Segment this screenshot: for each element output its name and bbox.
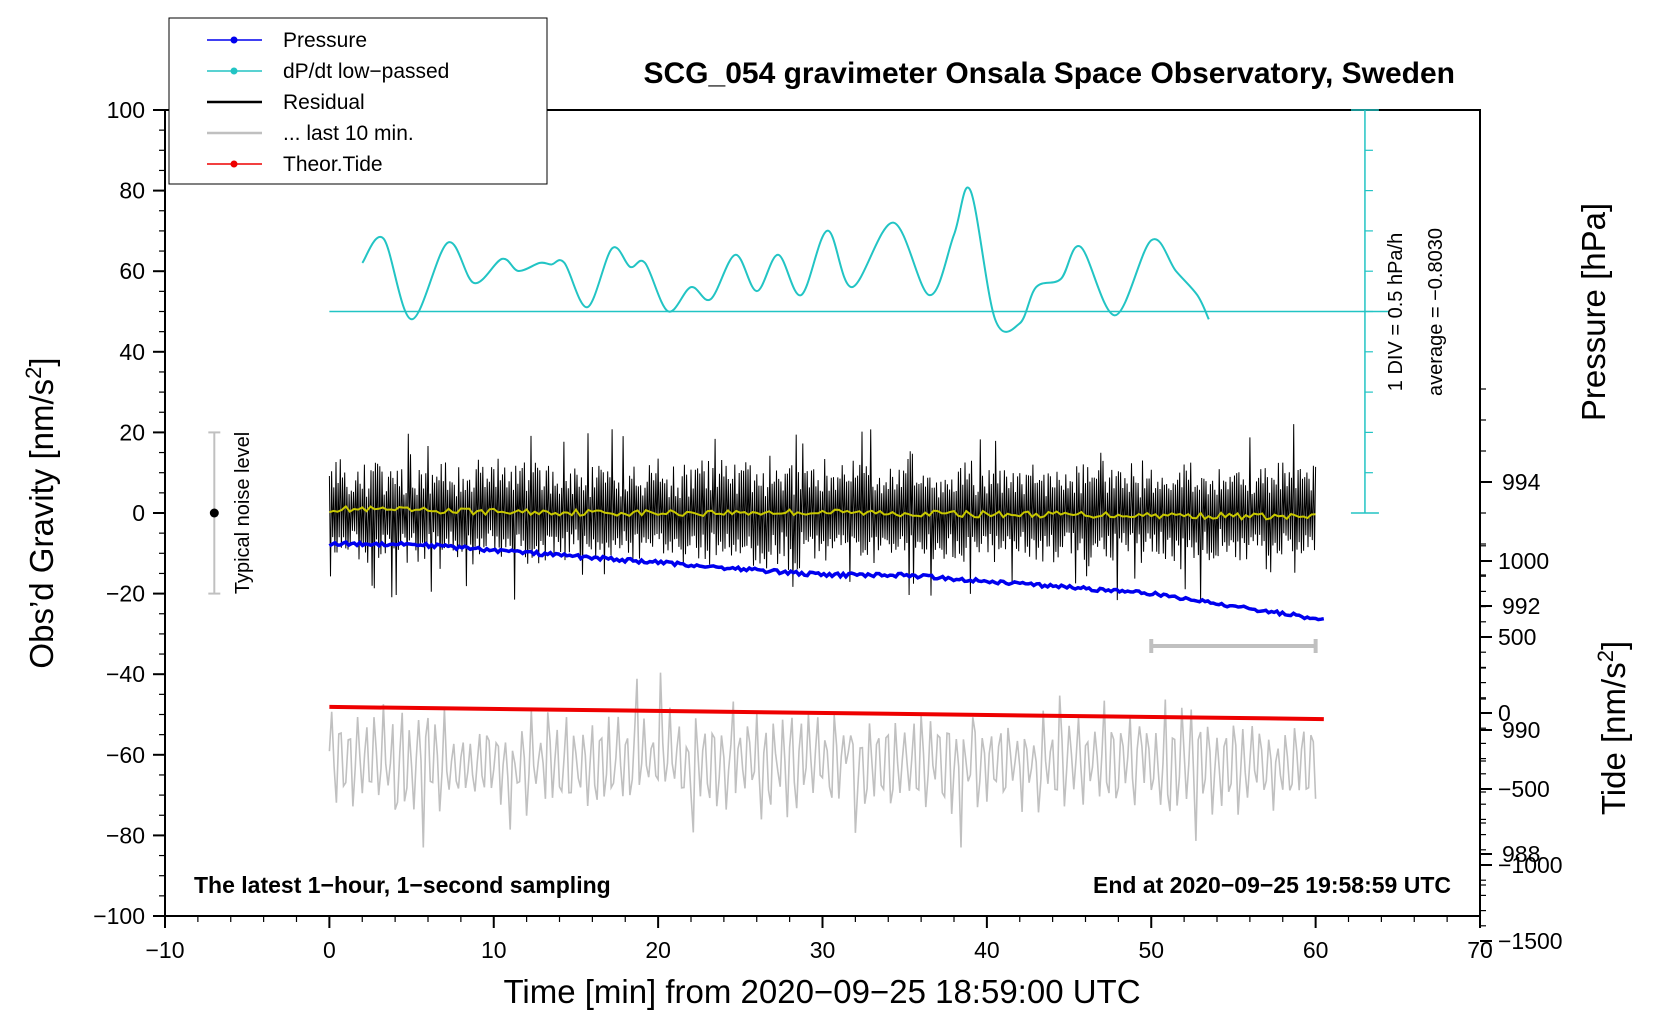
- y-axis-left-label-sup: 2: [21, 367, 46, 379]
- legend-marker-1: [230, 67, 238, 75]
- legend-label-3: ... last 10 min.: [283, 122, 414, 145]
- x-tick-label-7: 60: [1303, 937, 1329, 963]
- y-axis-left-label: Obs’d Gravity [nm/s2]: [21, 357, 60, 668]
- svg-text:Obs’d Gravity [nm/s2]: Obs’d Gravity [nm/s2]: [21, 357, 60, 668]
- y-axis-pressure-label: Pressure [hPa]: [1575, 203, 1612, 421]
- last-10-min-series-line: [328, 672, 1317, 848]
- y-tick-label-7: −40: [106, 661, 145, 687]
- legend-label-0: Pressure: [283, 29, 367, 52]
- tide-tick-label-1: 500: [1498, 624, 1536, 650]
- tide-tick-label-4: −1000: [1498, 852, 1563, 878]
- tide-tick-label-2: 0: [1498, 700, 1511, 726]
- y-axis-tide-label: Tide [nm/s2]: [1593, 641, 1632, 815]
- noise-level-bar: [208, 431, 221, 595]
- x-tick-label-4: 30: [810, 937, 836, 963]
- noise-level-text: Typical noise level: [232, 432, 254, 594]
- y-axis-tide: 1000 500 0 −500 −1000 −1500: [1480, 545, 1563, 954]
- legend-marker-0: [230, 36, 238, 44]
- tide-tick-label-3: −500: [1498, 776, 1550, 802]
- pressure-tick-label-0: 988: [1502, 841, 1540, 867]
- footer-right-note: End at 2020−09−25 19:58:59 UTC: [1093, 872, 1451, 898]
- y-axis-pressure: 988 990 992 994: [1480, 388, 1541, 886]
- tide-tick-label-0: 1000: [1498, 548, 1549, 574]
- dpdt-series-line: [361, 186, 1210, 333]
- x-tick-label-3: 20: [645, 937, 671, 963]
- legend: Pressure dP/dt low−passed Residual ... last…: [168, 17, 548, 185]
- x-tick-label-6: 50: [1138, 937, 1164, 963]
- y-tick-label-10: −100: [93, 903, 145, 929]
- pressure-tick-label-3: 994: [1502, 469, 1541, 495]
- y-tick-label-9: −80: [106, 822, 145, 848]
- x-tick-label-0: −10: [145, 937, 184, 963]
- y-axis-left: 100 80 60 40 20 0 −20 −40 −60 −80 −100: [93, 97, 165, 929]
- pressure-tick-label-1: 990: [1502, 717, 1540, 743]
- chart-title: SCG_054 gravimeter Onsala Space Observat…: [644, 57, 1456, 90]
- residual-series-line: [328, 424, 1317, 602]
- y-axis-left-label-end: ]: [23, 357, 60, 366]
- footer-left-note: The latest 1−hour, 1−second sampling: [194, 872, 611, 898]
- y-tick-label-1: 80: [119, 178, 145, 204]
- y-tick-label-2: 60: [119, 258, 145, 284]
- x-tick-label-5: 40: [974, 937, 1000, 963]
- y-axis-left-label-main: Obs’d Gravity [nm/s: [23, 379, 60, 669]
- svg-text:Tide [nm/s2]: Tide [nm/s2]: [1593, 641, 1632, 815]
- pressure-series-line: [328, 539, 1325, 622]
- y-tick-label-4: 20: [119, 419, 145, 445]
- y-axis-tide-label-end: ]: [1595, 641, 1632, 650]
- tide-tick-label-5: −1500: [1498, 928, 1563, 954]
- noise-bar-center-dot: [209, 508, 219, 518]
- residual-smoothed-line: [329, 504, 1316, 521]
- series-layer: [328, 186, 1390, 848]
- y-tick-label-8: −60: [106, 742, 145, 768]
- tide-series-line: [329, 704, 1324, 722]
- y-tick-label-3: 40: [119, 339, 145, 365]
- pressure-rate-scale-text: 1 DIV = 0.5 hPa/h: [1385, 233, 1407, 391]
- pressure-tick-label-2: 992: [1502, 593, 1540, 619]
- legend-label-2: Residual: [283, 91, 365, 114]
- y-tick-label-5: 0: [132, 500, 145, 526]
- x-tick-label-2: 10: [481, 937, 507, 963]
- legend-label-1: dP/dt low−passed: [283, 60, 449, 83]
- legend-label-4: Theor.Tide: [283, 153, 383, 176]
- x-tick-label-1: 0: [323, 937, 336, 963]
- y-tick-label-0: 100: [107, 97, 145, 123]
- average-text: average = −0.8030: [1425, 228, 1447, 396]
- x-axis: −10 0 10 20 30 40 50 60 70: [145, 916, 1493, 963]
- y-axis-tide-label-main: Tide [nm/s: [1595, 662, 1632, 815]
- legend-marker-4: [230, 160, 238, 168]
- x-axis-label: Time [min] from 2020−09−25 18:59:00 UTC: [503, 973, 1140, 1010]
- y-tick-label-6: −20: [106, 581, 145, 607]
- y-axis-tide-label-sup: 2: [1593, 650, 1618, 662]
- last-10-min-bar: [1149, 638, 1318, 653]
